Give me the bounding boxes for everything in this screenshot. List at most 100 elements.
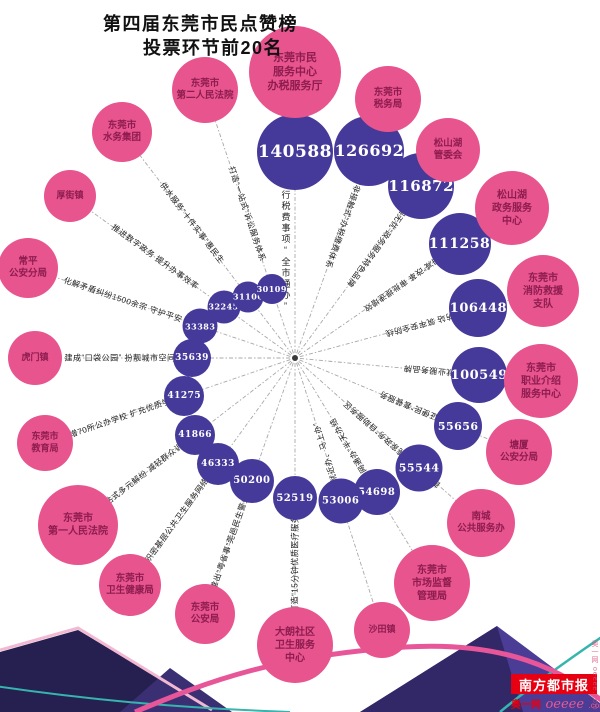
spoke-line-rank-20 [215, 121, 294, 354]
org-label-line: 东莞市 [63, 513, 93, 524]
spoke-line-rank-2 [296, 129, 378, 354]
org-circle-rank-11: 大朗社区 卫生服务 中心 [257, 607, 333, 683]
org-label-line: 东莞市 [115, 572, 145, 584]
title-line-2: 投票环节前20名 [143, 38, 284, 59]
org-label-line: 支队 [533, 298, 553, 310]
org-label-line: 沙田镇 [368, 624, 396, 635]
org-label-line: 税务局 [373, 99, 403, 110]
org-label-line: 第一人民法院 [48, 526, 108, 537]
mountain-left-small [120, 668, 232, 712]
org-label-line: 政务服务 [492, 202, 532, 214]
site-name: 奥一网 [511, 700, 541, 711]
org-circle-rank-12: 东莞市 公安局 [175, 584, 235, 644]
title-line-1: 第四届东莞市民点赞榜 [103, 14, 298, 34]
org-label-line: 东莞市民 [273, 51, 317, 64]
vote-count-circle-rank-1: 140588 [257, 114, 333, 190]
org-label-line: 卫生服务 [275, 639, 315, 651]
org-circle-rank-5: 东莞市 消防救援 支队 [507, 255, 579, 327]
org-label-line: 公安分局 [8, 268, 47, 279]
website-url: 奥一网 oeeee .com [511, 695, 600, 712]
spoke-line-rank-18 [90, 210, 292, 356]
org-circle-rank-17: 常平 公安分局 [0, 238, 58, 298]
org-circle-rank-2: 东莞市 税务局 [355, 66, 421, 132]
vote-count-circle-rank-14: 41866 [175, 414, 216, 455]
org-label-line: 大朗社区 [275, 626, 315, 638]
spoke-line-rank-7 [299, 359, 489, 440]
hub-center-dot [292, 355, 298, 361]
vote-count-circle-rank-15: 41275 [164, 375, 205, 416]
spoke-line-rank-4 [298, 228, 482, 356]
watermark: 奥一网 oeeee.com [591, 640, 598, 711]
org-circle-rank-20: 东莞市 第二人民法院 [172, 57, 238, 123]
org-circle-rank-16: 虎门镇 [8, 331, 62, 385]
org-label-line: 东莞市 [526, 362, 556, 374]
org-label-line: 东莞市 [190, 601, 220, 613]
spoke-line-rank-13 [147, 361, 293, 561]
org-label-line: 东莞市 [31, 431, 59, 442]
org-label-line: 市场监督 [412, 577, 452, 589]
org-label-line: 教育局 [31, 443, 59, 453]
org-label-line: 松山湖 [433, 137, 463, 149]
org-label-line: 第二人民法院 [176, 90, 234, 101]
page-title: 第四届东莞市民点赞榜 投票环节前20名 [103, 12, 298, 61]
org-circle-rank-9: 东莞市 市场监督 管理局 [394, 545, 470, 621]
vote-count-circle-rank-7: 55656 [434, 402, 483, 451]
org-circle-rank-4: 松山湖 政务服务 中心 [475, 171, 549, 245]
vote-count-circle-rank-11: 52519 [273, 476, 317, 520]
vote-count-circle-rank-20: 30109 [257, 273, 287, 304]
spoke-line-rank-12 [214, 362, 294, 586]
org-label-line: 管理局 [417, 590, 447, 602]
org-label-line: 东莞市 [107, 119, 137, 131]
org-circle-rank-19: 东莞市 水务集团 [92, 102, 152, 162]
org-circle-rank-3: 松山湖 管委会 [416, 118, 480, 182]
spoke-note-rank-16: 建成“口袋公园” 扮靓城市空间 [64, 353, 176, 363]
spoke-line-rank-19 [139, 155, 293, 355]
org-label-line: 卫生健康局 [106, 585, 154, 596]
vote-count-circle-rank-16: 35639 [173, 339, 211, 377]
spoke-line-rank-5 [299, 299, 509, 358]
org-label-line: 东莞市 [417, 564, 447, 576]
org-circle-rank-15: 东莞市 教育局 [17, 415, 73, 471]
org-label-line: 消防救援 [523, 285, 563, 297]
org-label-line: 东莞市 [528, 272, 558, 284]
org-label-line: 管委会 [433, 150, 463, 161]
site-domain: oeeee [545, 697, 585, 712]
org-label-line: 中心 [285, 652, 305, 664]
org-label-line: 中心 [502, 215, 522, 227]
spoke-note-rank-1: 率先试行税费事项“全市通办” [280, 157, 291, 313]
org-label-line: 职业介绍 [521, 375, 561, 387]
org-circle-rank-1: 东莞市民 服务中心办税服务厅 [249, 26, 341, 118]
org-label-line: 办税服务厅 [267, 80, 323, 93]
org-label-line: 东莞市 [373, 86, 403, 98]
org-label-line: 水务集团 [102, 132, 141, 143]
org-circle-rank-7: 塘厦 公安分局 [486, 419, 552, 485]
org-circle-rank-10: 沙田镇 [354, 602, 410, 658]
org-label-line: 南城 [471, 510, 491, 522]
org-label-line: 公安分局 [499, 452, 538, 463]
newspaper-logo: 南方都市报 [511, 674, 597, 694]
org-circle-rank-8: 南城 公共服务办 [447, 489, 515, 557]
vote-count-circle-rank-5: 106448 [449, 279, 508, 338]
org-circle-rank-13: 东莞市 卫生健康局 [99, 554, 161, 616]
org-label-line: 东莞市 [190, 77, 220, 89]
vote-count-circle-rank-6: 100549 [451, 347, 507, 404]
spoke-line-rank-9 [297, 362, 413, 551]
org-circle-rank-14: 东莞市 第一人民法院 [38, 485, 118, 565]
org-label-line: 常平 [18, 255, 38, 267]
site-tld: .com [588, 701, 600, 710]
vote-count-circle-rank-10: 53006 [318, 478, 364, 524]
vote-count-circle-rank-8: 55544 [395, 444, 443, 492]
org-label-line: 服务中心 [521, 388, 561, 400]
org-label-line: 服务中心 [273, 65, 317, 78]
org-label-line: 公安局 [190, 614, 220, 625]
mountain-stripe [0, 626, 213, 712]
org-label-line: 松山湖 [497, 189, 527, 201]
org-label-line: 公共服务办 [457, 523, 505, 534]
org-label-line: 虎门镇 [21, 352, 49, 363]
org-label-line: 塘厦 [509, 439, 529, 451]
spoke-line-rank-17 [56, 277, 291, 357]
teal-curve-left [0, 685, 291, 712]
org-circle-rank-18: 厚街镇 [44, 170, 96, 222]
org-label-line: 厚街镇 [56, 190, 84, 201]
